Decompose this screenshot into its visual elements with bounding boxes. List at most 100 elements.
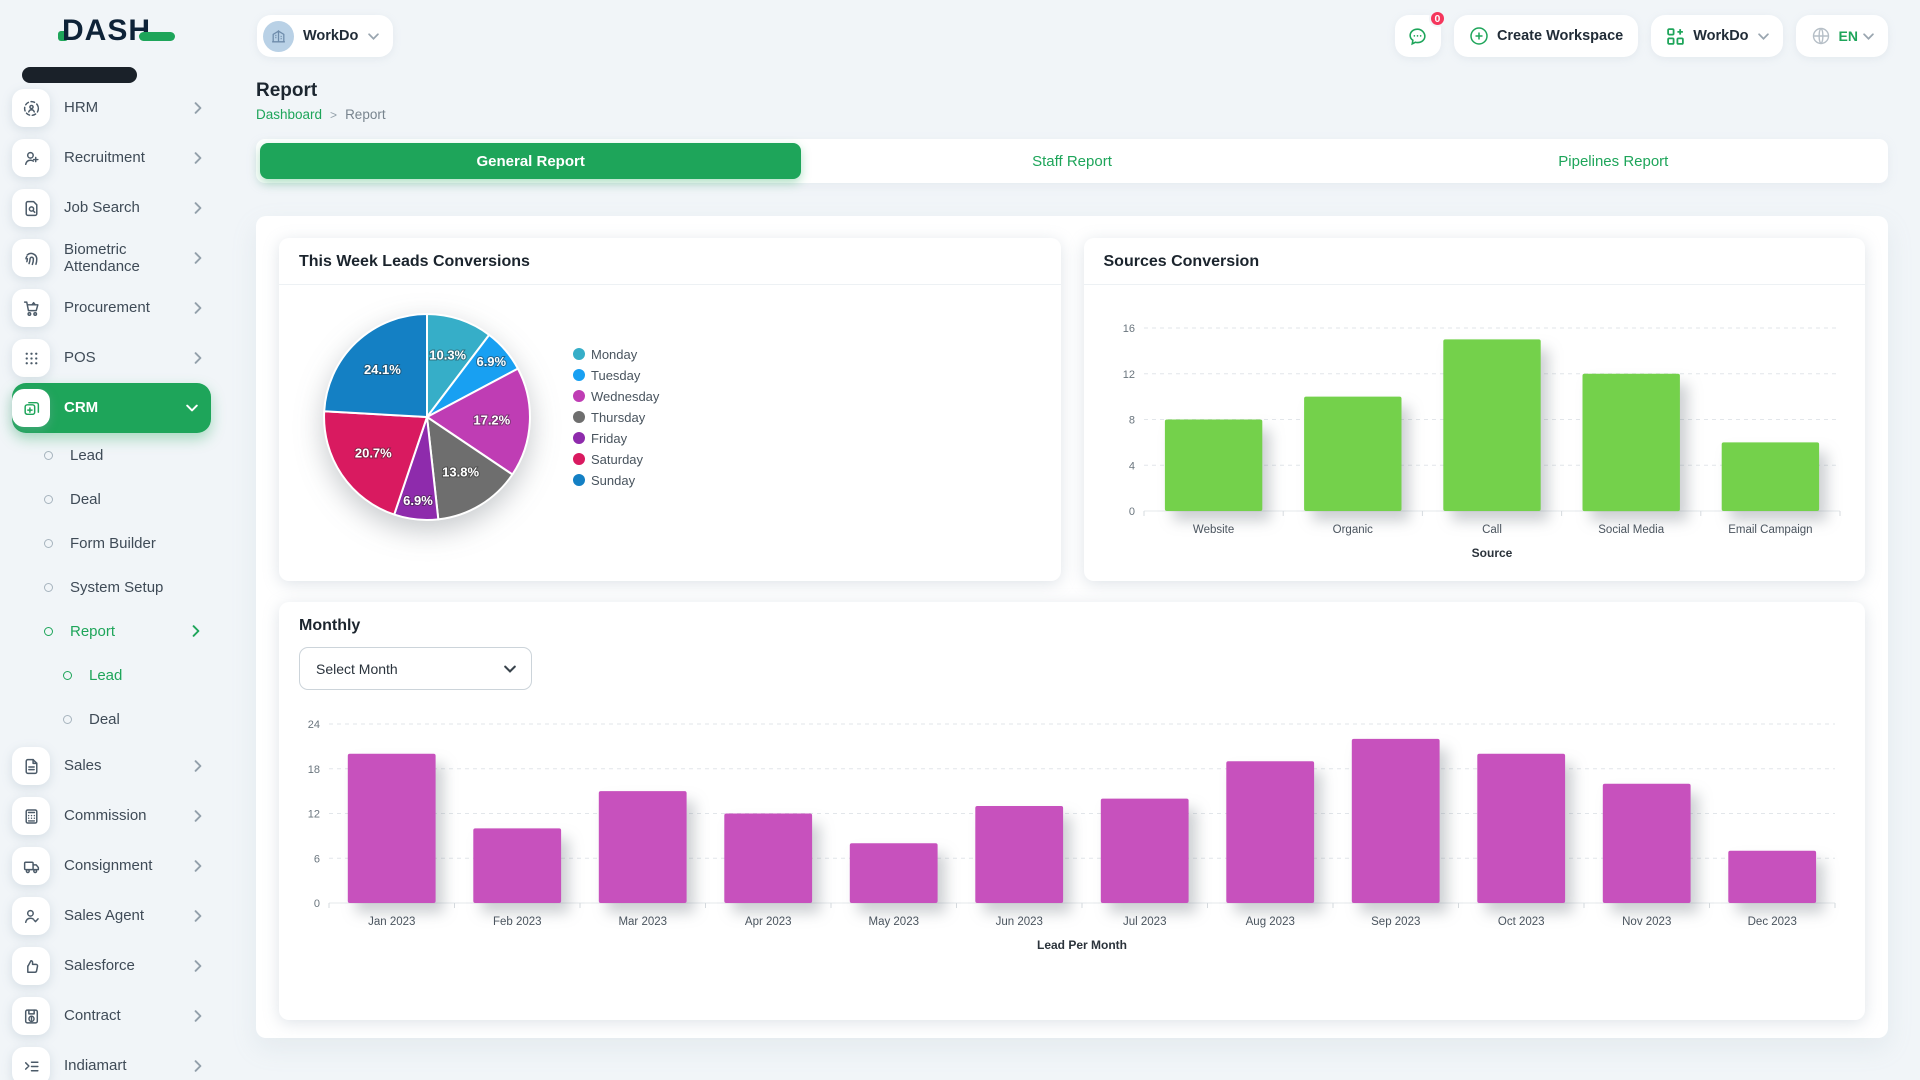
legend-dot-icon <box>573 369 585 381</box>
biometric-icon <box>12 239 50 277</box>
y-tick-label: 24 <box>308 719 320 731</box>
sidebar-subitem-lead[interactable]: Lead <box>12 653 233 697</box>
language-label: EN <box>1838 28 1858 44</box>
bar-aug-2023 <box>1226 761 1315 903</box>
sidebar-item-indiamart[interactable]: Indiamart <box>12 1041 233 1080</box>
bar-website <box>1164 419 1262 511</box>
legend-item-monday[interactable]: Monday <box>573 344 659 365</box>
sidebar-item-job-search[interactable]: Job Search <box>12 183 233 233</box>
chevron-right-icon <box>193 202 203 214</box>
breadcrumb-current: Report <box>345 107 386 122</box>
pie-slice-wednesday <box>426 367 531 476</box>
page-title: Report <box>256 80 318 101</box>
chevron-right-icon <box>193 1060 203 1072</box>
sidebar-item-hrm[interactable]: HRM <box>12 83 233 133</box>
bar-organic <box>1303 396 1401 511</box>
sidebar-subitem-deal[interactable]: Deal <box>12 697 233 741</box>
bar-feb-2023 <box>473 828 562 903</box>
sources-conversion-card: Sources Conversion 0 4 8 12 16 Website Organic… <box>1083 238 1865 581</box>
language-selector[interactable]: EN <box>1795 15 1888 57</box>
pie-slice-thursday <box>426 416 514 521</box>
breadcrumb-dashboard-link[interactable]: Dashboard <box>256 107 323 122</box>
bar-apr-2023 <box>724 813 813 903</box>
chevron-down-icon <box>186 403 198 413</box>
legend-item-sunday[interactable]: Sunday <box>573 470 659 491</box>
bar-mar-2023 <box>598 791 687 903</box>
y-tick-label: 8 <box>1128 415 1134 427</box>
legend-dot-icon <box>573 432 585 444</box>
bullet-icon <box>44 538 53 548</box>
month-select-value: Select Month <box>316 660 398 677</box>
tab-general-report[interactable]: General Report <box>260 143 802 179</box>
pie-label: 20.7% <box>355 445 392 460</box>
sidebar-item-consignment[interactable]: Consignment <box>12 841 233 891</box>
y-tick-label: 12 <box>1122 369 1134 381</box>
x-category-label: Mar 2023 <box>618 916 667 928</box>
bar-jul-2023 <box>1100 798 1189 903</box>
bar-jan-2023 <box>347 753 436 903</box>
chevron-down-icon <box>504 664 516 674</box>
recruitment-icon <box>12 139 50 177</box>
contract-icon <box>12 997 50 1035</box>
bar-oct-2023 <box>1477 753 1566 903</box>
messages-button[interactable]: 0 <box>1394 10 1446 57</box>
y-tick-label: 12 <box>308 809 320 821</box>
logo-accent-dot <box>58 31 68 41</box>
tab-staff-report[interactable]: Staff Report <box>1032 152 1112 170</box>
sidebar-item-recruitment[interactable]: Recruitment <box>12 133 233 183</box>
building-avatar-icon <box>272 29 285 42</box>
sidebar-item-pos[interactable]: POS <box>12 333 233 383</box>
x-category-label: Jun 2023 <box>996 916 1043 928</box>
sidebar-item-sales-agent[interactable]: Sales Agent <box>12 891 233 941</box>
create-workspace-button[interactable]: Create Workspace <box>1453 15 1639 57</box>
messages-badge: 0 <box>1428 10 1446 27</box>
chevron-right-icon <box>193 302 203 314</box>
legend-item-wednesday[interactable]: Wednesday <box>573 386 659 407</box>
legend-dot-icon <box>573 390 585 402</box>
sidebar-subitem-lead[interactable]: Lead <box>12 433 233 477</box>
monthly-card: Monthly Select Month 0 6 12 18 24 Jan 2023 Feb… <box>279 602 1865 1020</box>
legend-item-thursday[interactable]: Thursday <box>573 407 659 428</box>
sidebar-item-procurement[interactable]: Procurement <box>12 283 233 333</box>
sidebar-item-biometric-attendance[interactable]: Biometric Attendance <box>12 233 233 283</box>
pie-label: 13.8% <box>442 465 479 480</box>
weekly-leads-title: This Week Leads Conversions <box>279 238 1061 285</box>
sidebar-subitem-system-setup[interactable]: System Setup <box>12 565 233 609</box>
pie-label: 10.3% <box>429 348 466 363</box>
tab-pipelines-report[interactable]: Pipelines Report <box>1558 152 1669 170</box>
sources-conversion-bar-chart: 0 4 8 12 16 Website Organic Call Social Media Ema… <box>1104 286 1850 577</box>
grid-plus-icon <box>1667 27 1685 45</box>
bullet-icon <box>44 450 53 460</box>
x-category-label: Dec 2023 <box>1748 916 1797 928</box>
workspace-switcher[interactable]: WorkDo <box>257 15 394 57</box>
weekly-leads-pie-chart: 10.3% 6.9% 17.2% 13.8% 6.9% 20.7% 24.1% <box>323 313 531 521</box>
sidebar-item-commission[interactable]: Commission <box>12 791 233 841</box>
chevron-right-icon <box>193 352 203 364</box>
chevron-right-icon <box>193 910 203 922</box>
chevron-right-icon <box>193 102 203 114</box>
pos-icon <box>12 339 50 377</box>
sidebar-item-salesforce[interactable]: Salesforce <box>12 941 233 991</box>
sidebar-subitem-form-builder[interactable]: Form Builder <box>12 521 233 565</box>
x-category-label: Social Media <box>1598 524 1664 536</box>
bullet-icon <box>44 582 53 592</box>
chevron-right-icon <box>191 625 201 637</box>
chevron-right-icon <box>193 152 203 164</box>
pie-label: 6.9% <box>476 354 506 369</box>
x-category-label: May 2023 <box>868 916 919 928</box>
x-category-label: Website <box>1192 524 1233 536</box>
workspace-menu-button[interactable]: WorkDo <box>1651 15 1783 57</box>
sidebar-item-sales[interactable]: Sales <box>12 741 233 791</box>
sidebar-subitem-deal[interactable]: Deal <box>12 477 233 521</box>
workspace-avatar <box>263 20 294 52</box>
chat-icon <box>1409 27 1427 45</box>
y-tick-label: 4 <box>1128 460 1134 472</box>
sidebar-item-crm[interactable]: CRM <box>12 383 211 433</box>
legend-item-saturday[interactable]: Saturday <box>573 449 659 470</box>
sidebar-subitem-report[interactable]: Report <box>12 609 233 653</box>
legend-item-friday[interactable]: Friday <box>573 428 659 449</box>
sidebar-item-contract[interactable]: Contract <box>12 991 233 1041</box>
legend-item-tuesday[interactable]: Tuesday <box>573 365 659 386</box>
y-tick-label: 6 <box>314 853 320 865</box>
month-select[interactable]: Select Month <box>299 647 532 690</box>
